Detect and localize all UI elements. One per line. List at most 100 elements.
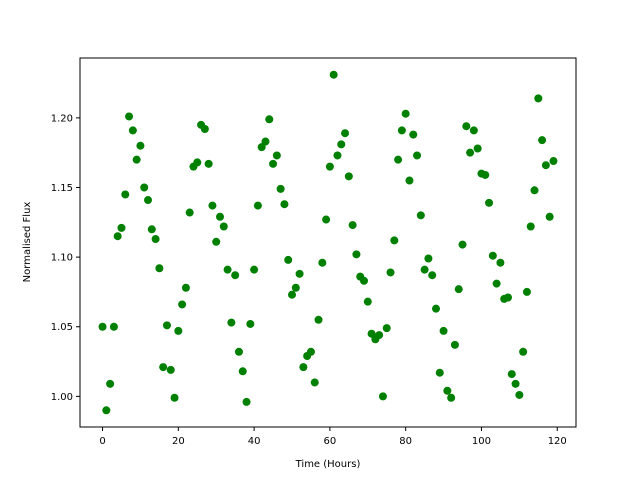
point: [496, 258, 505, 267]
point: [238, 367, 247, 376]
x-tick-label: 0: [99, 436, 105, 447]
point: [113, 232, 122, 241]
point: [394, 155, 403, 164]
point: [276, 184, 285, 193]
point: [178, 300, 187, 309]
point: [299, 363, 308, 372]
point: [435, 368, 444, 377]
y-tick-label: 1.05: [51, 322, 73, 333]
point: [140, 183, 149, 192]
point: [458, 240, 467, 249]
point: [136, 141, 145, 150]
point: [265, 115, 274, 124]
point: [424, 254, 433, 263]
point: [325, 162, 334, 171]
point: [522, 287, 531, 296]
point: [329, 70, 338, 79]
point: [333, 151, 342, 160]
point: [227, 318, 236, 327]
point: [132, 155, 141, 164]
point: [170, 393, 179, 402]
point: [219, 222, 228, 231]
point: [250, 265, 259, 274]
point: [515, 390, 524, 399]
y-tick-label: 1.15: [51, 183, 73, 194]
point: [166, 365, 175, 374]
point: [147, 225, 156, 234]
point: [314, 315, 323, 324]
point: [454, 285, 463, 294]
point: [405, 176, 414, 185]
point: [428, 271, 437, 280]
point: [216, 212, 225, 221]
point: [341, 129, 350, 138]
point: [397, 126, 406, 135]
point: [117, 223, 126, 232]
point: [234, 347, 243, 356]
point: [359, 276, 368, 285]
point: [447, 393, 456, 402]
point: [485, 198, 494, 207]
point: [121, 190, 130, 199]
point: [549, 157, 558, 166]
point: [272, 151, 281, 160]
point: [382, 324, 391, 333]
point: [466, 148, 475, 157]
x-tick-label: 120: [548, 436, 567, 447]
point: [174, 326, 183, 335]
point: [246, 319, 255, 328]
point: [181, 283, 190, 292]
point: [431, 304, 440, 313]
point: [128, 126, 137, 135]
point: [413, 151, 422, 160]
x-tick-label: 100: [472, 436, 491, 447]
point: [291, 283, 300, 292]
x-tick-label: 40: [248, 436, 261, 447]
point: [503, 293, 512, 302]
point: [534, 94, 543, 103]
point: [337, 140, 346, 149]
y-axis-label: Normalised Flux: [22, 202, 33, 283]
point: [109, 322, 118, 331]
point: [386, 268, 395, 277]
point: [242, 397, 251, 406]
point: [538, 136, 547, 145]
point: [348, 221, 357, 230]
point: [280, 200, 289, 209]
point: [450, 340, 459, 349]
point: [310, 378, 319, 387]
point: [492, 279, 501, 288]
point: [511, 379, 520, 388]
point: [488, 251, 497, 260]
point: [98, 322, 107, 331]
point: [545, 212, 554, 221]
point: [507, 370, 516, 379]
point: [352, 250, 361, 259]
point: [306, 347, 315, 356]
point: [443, 386, 452, 395]
point: [295, 269, 304, 278]
point: [344, 172, 353, 181]
point: [378, 392, 387, 401]
point: [363, 297, 372, 306]
point: [318, 258, 327, 267]
point: [375, 331, 384, 340]
point: [401, 109, 410, 118]
point: [204, 159, 213, 168]
point: [409, 130, 418, 139]
point: [462, 122, 471, 131]
point: [481, 170, 490, 179]
point: [530, 186, 539, 195]
point: [159, 363, 168, 372]
point: [469, 126, 478, 135]
x-axis-label: Time (Hours): [295, 459, 361, 470]
point: [212, 237, 221, 246]
y-tick-label: 1.20: [51, 113, 73, 124]
point: [416, 211, 425, 220]
y-tick-label: 1.10: [51, 253, 73, 264]
point: [473, 144, 482, 153]
point: [125, 112, 134, 121]
point: [151, 235, 160, 244]
point: [390, 236, 399, 245]
